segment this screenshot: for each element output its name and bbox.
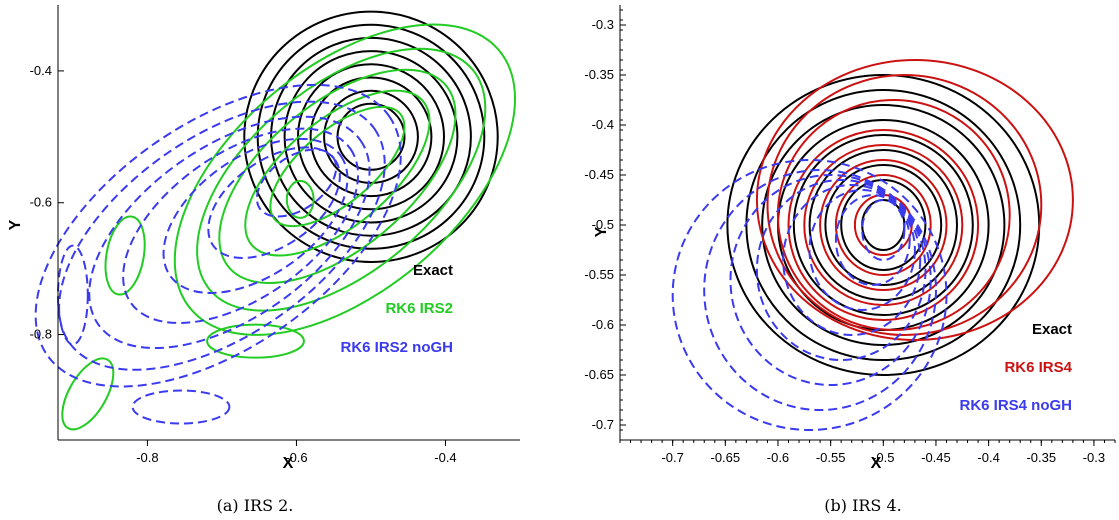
y-tick-label: -0.6: [30, 195, 52, 210]
x-tick-label: -0.6: [285, 450, 307, 465]
y-tick-label: -0.8: [30, 327, 52, 342]
contour-line: [88, 115, 371, 350]
contour-line: [808, 189, 916, 311]
contour-line: [58, 100, 386, 371]
contour-line: [792, 134, 974, 316]
contour-line: [269, 105, 406, 228]
panel-a-caption: (a) IRS 2.: [217, 496, 294, 515]
contour-line: [840, 179, 927, 271]
y-tick-label: -0.4: [30, 63, 52, 78]
legend-b-rk6-irs4-nogh: RK6 IRS4 noGH: [959, 397, 1072, 414]
y-tick-label: -0.5: [592, 217, 614, 232]
panel-b-ticks: -0.7 -0.65 -0.6 -0.55 -0.5 -0.45 -0.4 -0.35 -0.3…: [584, 9, 1116, 465]
contour-line: [729, 174, 932, 386]
y-tick-label: -0.65: [584, 367, 614, 382]
panel-a-xlabel: X: [283, 455, 294, 472]
panel-a-ylabel: Y: [7, 219, 24, 230]
x-tick-label: -0.7: [661, 450, 683, 465]
legend-a-rk6-irs2: RK6 IRS2: [385, 300, 453, 317]
contour-line: [703, 169, 937, 411]
contour-line: [122, 127, 360, 324]
x-tick-label: -0.8: [136, 450, 158, 465]
contour-line: [787, 129, 980, 321]
contour-line: [336, 102, 406, 171]
contour-line: [755, 179, 927, 361]
contour-line: [671, 159, 948, 431]
contour-line: [162, 137, 349, 294]
contour-line: [283, 50, 459, 224]
legend-b-exact: Exact: [1032, 321, 1072, 338]
contour-line: [309, 76, 433, 198]
contour-line: [808, 149, 958, 301]
contour-line: [766, 74, 1043, 336]
y-tick-label: -0.45: [584, 167, 614, 182]
panel-b-xlabel: X: [871, 455, 882, 472]
panel-a-series-rk6-irs2-nogh: [34, 83, 402, 425]
contour-line: [57, 244, 89, 346]
y-tick-label: -0.35: [584, 67, 614, 82]
contour-line: [243, 10, 499, 263]
x-tick-label: -0.4: [977, 450, 999, 465]
legend-a-exact: Exact: [413, 262, 453, 279]
panel-b-series-rk6-irs4: [755, 59, 1074, 341]
contour-line: [196, 47, 487, 312]
panel-b: -0.7 -0.65 -0.6 -0.55 -0.5 -0.45 -0.4 -0.35 -0.3…: [584, 5, 1116, 515]
panel-b-series-rk6-irs4-nogh: [671, 159, 948, 431]
y-tick-label: -0.3: [592, 17, 614, 32]
x-tick-label: -0.55: [816, 450, 846, 465]
x-tick-label: -0.65: [710, 450, 740, 465]
contour-line: [206, 323, 305, 359]
y-tick-label: -0.6: [592, 317, 614, 332]
legend-b-rk6-irs4: RK6 IRS4: [1004, 359, 1072, 376]
panel-b-ylabel: Y: [593, 226, 610, 237]
contour-line: [218, 68, 457, 285]
panel-a-ticks: -0.8 -0.6 -0.4 -0.4 -0.6 -0.8: [30, 63, 457, 465]
contour-line: [131, 389, 231, 425]
panel-a-contours: [34, 10, 517, 431]
contour-line: [34, 83, 402, 388]
legend-a-rk6-irs2-nogh: RK6 IRS2 noGH: [340, 339, 453, 356]
contour-line: [803, 144, 964, 306]
y-tick-label: -0.4: [592, 117, 614, 132]
contour-line: [61, 357, 115, 431]
panel-a-series-rk6-irs2: [61, 23, 517, 431]
panel-b-contours: [671, 59, 1074, 431]
x-tick-label: -0.4: [434, 450, 456, 465]
contour-line: [834, 174, 932, 276]
y-tick-label: -0.55: [584, 267, 614, 282]
y-tick-label: -0.7: [592, 417, 614, 432]
contour-line: [755, 59, 1074, 341]
contour-line: [173, 23, 517, 336]
x-tick-label: -0.6: [767, 450, 789, 465]
contour-line: [104, 215, 146, 296]
contour-line: [761, 104, 1006, 346]
panel-b-caption: (b) IRS 4.: [824, 496, 902, 515]
contour-line: [270, 36, 472, 237]
contour-line: [285, 179, 315, 219]
contour-line: [323, 89, 419, 184]
panel-a-series-exact: [243, 10, 499, 263]
contour-line: [207, 146, 341, 259]
contour-line: [834, 194, 911, 286]
contour-line: [782, 184, 922, 336]
x-tick-label: -0.3: [1083, 450, 1105, 465]
contour-line: [824, 164, 943, 286]
panel-a: -0.8 -0.6 -0.4 -0.4 -0.6 -0.8 X Y Exact RK6 I…: [7, 5, 520, 515]
contour-line: [297, 63, 445, 211]
contour-line: [819, 159, 948, 291]
contour-line: [776, 99, 1011, 331]
contour-line: [861, 199, 906, 261]
x-tick-label: -0.5: [872, 450, 894, 465]
x-tick-label: -0.35: [1026, 450, 1056, 465]
x-tick-label: -0.45: [921, 450, 951, 465]
